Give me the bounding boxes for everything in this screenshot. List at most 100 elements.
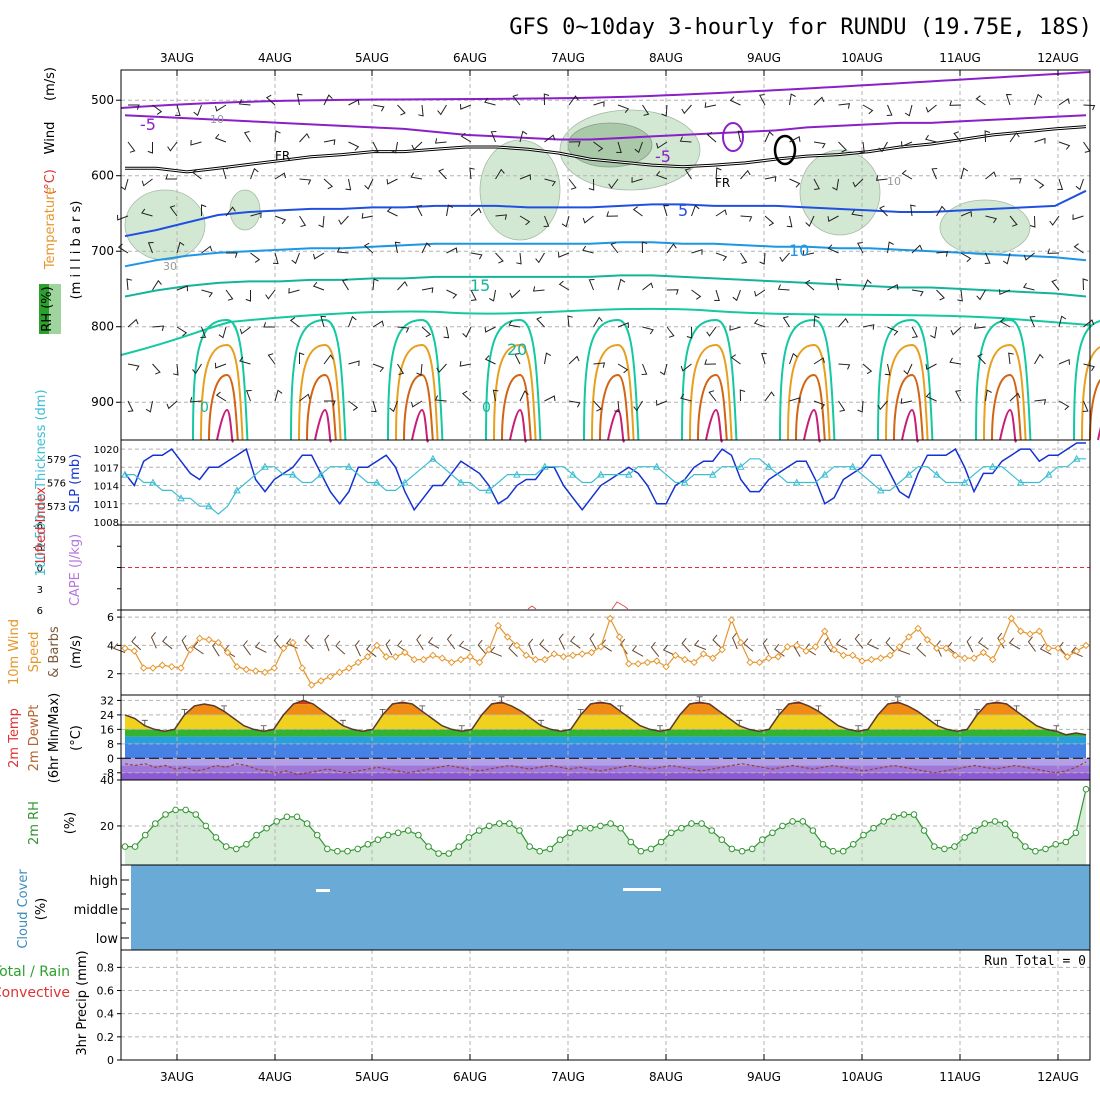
wind-barb	[238, 99, 251, 106]
temp-tick-label: 16	[100, 723, 114, 736]
wind-barb	[740, 169, 751, 180]
diurnal-isotherm	[877, 318, 934, 441]
cloud-level-label: high	[90, 874, 118, 889]
bottom-date-label: 11AUG	[939, 1070, 981, 1084]
thickness-line	[125, 458, 1086, 515]
top-date-label: 7AUG	[551, 51, 585, 65]
rh2m-marker	[202, 822, 210, 830]
rh2m-marker	[870, 824, 877, 832]
top-date-label: 8AUG	[649, 51, 683, 65]
wind10m-marker	[429, 651, 437, 660]
wind-barb	[813, 141, 826, 149]
contour-label: 10	[789, 241, 809, 260]
wind-tick-label: 2	[107, 668, 114, 681]
wind10m-marker	[167, 662, 176, 671]
thickness-marker	[345, 462, 353, 470]
temp-band	[125, 736, 1086, 744]
wind-barb	[862, 279, 872, 291]
wind10m-marker	[289, 638, 297, 647]
thickness-marker	[820, 470, 829, 478]
wind10m-marker	[205, 636, 213, 644]
wind-barb	[680, 393, 692, 402]
wind-barb	[656, 141, 668, 149]
wind-barb	[338, 215, 349, 226]
wind-barb	[495, 252, 504, 264]
wind-barb	[218, 326, 227, 339]
rh-shade-patch	[799, 149, 881, 236]
wind-barb	[1083, 319, 1095, 328]
diurnal-isotherm	[509, 408, 527, 443]
wind-barb	[484, 97, 496, 106]
bottom-date-label: 3AUG	[160, 1070, 194, 1084]
cloud-gap	[623, 888, 661, 891]
contour-label: 0	[482, 400, 491, 416]
wind-barb	[544, 134, 556, 143]
top-date-label: 11AUG	[939, 51, 981, 65]
wind10m-barb	[558, 633, 566, 650]
wind10m-barb	[273, 635, 283, 651]
cloud-panel: high middle low	[74, 865, 1090, 950]
diurnal-isotherm	[387, 318, 444, 441]
wind-barb	[804, 279, 815, 291]
wind-barb	[193, 104, 202, 117]
wind-barb	[1009, 215, 1018, 227]
wind-barb	[1047, 248, 1060, 254]
thickness-marker	[932, 470, 941, 478]
temp-band	[125, 743, 1086, 759]
li-tick-label: 6	[37, 606, 43, 617]
wind-barb	[418, 104, 424, 117]
rh2m-marker	[1072, 829, 1080, 837]
rh2m-marker	[233, 845, 240, 853]
wind-barb	[532, 286, 545, 292]
wind-barb	[568, 400, 581, 408]
rh2m-marker	[263, 824, 270, 832]
wind-barb	[263, 322, 275, 328]
thickness-marker	[624, 470, 633, 478]
rh2m-marker	[425, 843, 432, 850]
minmax-whisker	[974, 709, 981, 715]
wind10m-marker	[279, 644, 288, 652]
wind10m-barb	[650, 641, 660, 657]
wind-barb	[691, 289, 702, 300]
wind-barb	[438, 168, 447, 180]
wind-barb	[299, 132, 310, 143]
wind-barb	[265, 94, 276, 106]
wind-barb	[901, 169, 913, 180]
thickness-marker	[205, 502, 213, 510]
wind-barb	[459, 361, 472, 367]
contour-labels: -5 -5 FR FR 5 10 15 20 0 0 10 30 10	[140, 113, 901, 416]
rh2m-unit-label: (%)	[63, 812, 78, 835]
wind-barb	[372, 141, 379, 153]
temp2m-line	[124, 699, 1087, 736]
minmax-whisker	[894, 696, 901, 703]
wind10m-barb	[997, 632, 1005, 649]
precip-tick-label: 0.4	[97, 1008, 115, 1021]
wind10m-marker	[457, 655, 465, 664]
wind-barb	[348, 315, 357, 328]
wind-barb	[789, 178, 801, 188]
wind-barb	[789, 93, 796, 106]
wind-barb	[1083, 104, 1096, 111]
wind-barb	[786, 215, 793, 228]
wind-barb	[410, 172, 423, 180]
diurnal-isotherm	[689, 343, 733, 441]
rh2m-marker	[617, 824, 625, 832]
wind-barb	[1009, 178, 1022, 184]
wind-barb	[661, 104, 668, 117]
thickness-marker	[233, 486, 241, 494]
wind10m-barb	[304, 634, 314, 650]
thickness-marker	[792, 478, 801, 486]
thickness-marker	[596, 470, 605, 478]
wind-barb	[617, 278, 626, 291]
wind-barb	[886, 104, 893, 116]
wind10m-marker	[830, 645, 838, 654]
rh2m-marker	[324, 845, 331, 853]
rh2m-marker	[172, 806, 179, 814]
wind10m-marker	[970, 654, 978, 662]
temp2m-unit-label: (°C)	[69, 725, 84, 751]
wind10m-marker	[587, 648, 596, 657]
wind-barb	[802, 250, 815, 256]
wind10m-barb	[732, 632, 738, 650]
wind-barb	[714, 289, 720, 302]
wind10m-marker	[615, 633, 624, 641]
